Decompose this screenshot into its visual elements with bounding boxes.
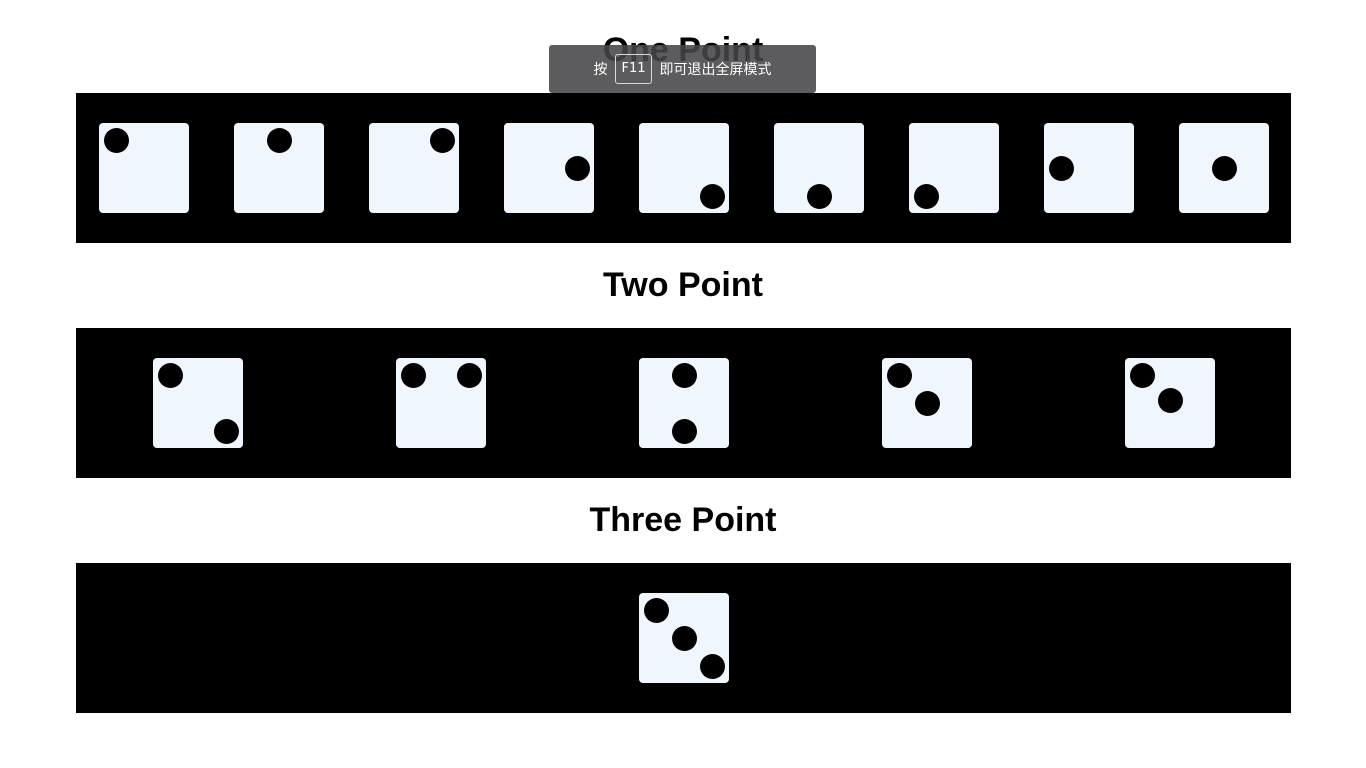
dice-row-one-point [76,93,1291,243]
pip [1211,156,1237,181]
die [152,358,243,448]
dice-row-two-point [76,328,1291,478]
pip [806,184,832,209]
pip [429,128,455,153]
pip [1048,156,1074,181]
die [98,123,189,213]
pip [1129,363,1155,388]
die [638,593,729,683]
die [1043,123,1134,213]
die [638,123,729,213]
section-title-two-point: Two Point [603,266,763,304]
die [395,358,486,448]
die [233,123,324,213]
pip [699,654,725,679]
pip [213,419,239,444]
pip [157,363,183,388]
die [908,123,999,213]
die [1178,123,1269,213]
pip [671,626,697,651]
pip [400,363,426,388]
pip [671,419,697,444]
pip [643,598,669,623]
pip [1157,388,1183,413]
pip [456,363,482,388]
die [368,123,459,213]
pip [914,391,940,416]
f11-key-badge: F11 [615,54,652,84]
pip [913,184,939,209]
pip [699,184,725,209]
die [1124,358,1215,448]
section-title-three-point: Three Point [589,501,777,539]
fullscreen-exit-hint: 按 F11 即可退出全屏模式 [549,45,816,93]
fullscreen-hint-prefix: 按 [593,62,608,78]
pip [671,363,697,388]
dice-row-three-point [76,563,1291,713]
pip [564,156,590,181]
die [503,123,594,213]
die [773,123,864,213]
pip [266,128,292,153]
fullscreen-hint-suffix: 即可退出全屏模式 [659,62,772,78]
die [881,358,972,448]
die [638,358,729,448]
pip [103,128,129,153]
pip [886,363,912,388]
